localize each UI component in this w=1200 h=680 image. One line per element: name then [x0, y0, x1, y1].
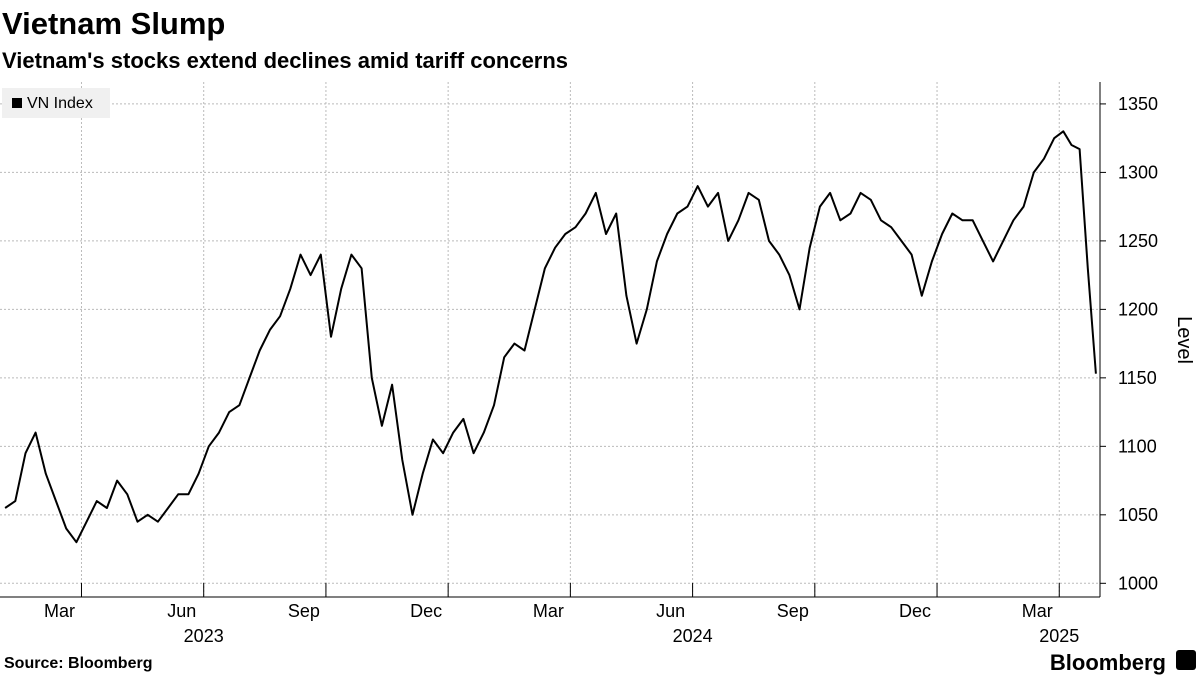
y-tick-label: 1150	[1118, 368, 1157, 388]
y-tick-label: 1100	[1118, 436, 1157, 456]
y-axis-label: Level	[1173, 316, 1195, 364]
y-tick-label: 1200	[1118, 299, 1158, 319]
x-tick-label: Jun	[656, 601, 685, 621]
x-tick-label: Mar	[1022, 601, 1053, 621]
x-tick-label: Sep	[777, 601, 809, 621]
x-year-label: 2023	[184, 626, 224, 646]
x-tick-label: Mar	[44, 601, 75, 621]
x-tick-label: Dec	[899, 601, 931, 621]
chart-subtitle: Vietnam's stocks extend declines amid ta…	[2, 48, 568, 73]
brand-icon	[1176, 650, 1196, 670]
legend-swatch	[12, 98, 22, 108]
y-tick-label: 1300	[1118, 162, 1158, 182]
y-tick-label: 1350	[1118, 94, 1158, 114]
x-tick-label: Mar	[533, 601, 564, 621]
source: Source: Bloomberg	[4, 655, 152, 672]
chart-title: Vietnam Slump	[2, 6, 225, 41]
x-tick-label: Jun	[167, 601, 196, 621]
series-line	[4, 130, 1097, 544]
x-year-label: 2024	[673, 626, 713, 646]
x-tick-label: Sep	[288, 601, 320, 621]
y-tick-label: 1050	[1118, 505, 1158, 525]
x-tick-label: Dec	[410, 601, 442, 621]
brand: Bloomberg	[1050, 650, 1166, 675]
legend-label: VN Index	[27, 95, 93, 112]
x-year-label: 2025	[1039, 626, 1079, 646]
y-tick-label: 1000	[1118, 573, 1158, 593]
y-tick-label: 1250	[1118, 231, 1158, 251]
